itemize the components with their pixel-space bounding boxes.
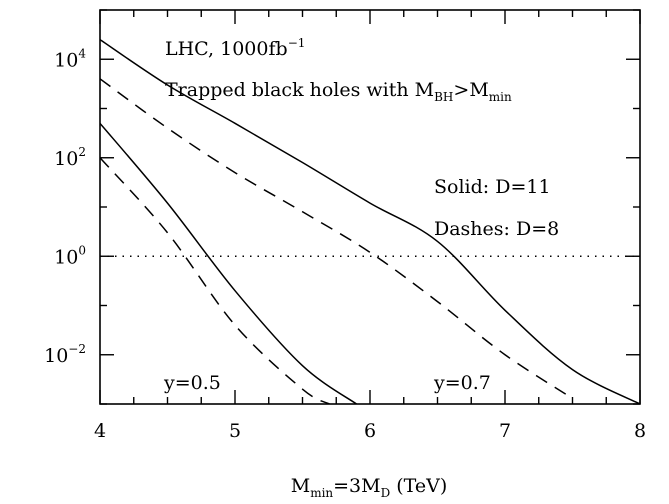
y-tick-label: 102 xyxy=(54,145,86,170)
x-tick-label: 4 xyxy=(94,420,106,442)
series-layer xyxy=(100,39,640,404)
x-axis-label: Mmin=3MD (TeV) xyxy=(291,475,448,500)
label-y07: y=0.7 xyxy=(433,372,491,394)
legend-solid: Solid: D=11 xyxy=(434,176,551,198)
series-d8-y05-dashed xyxy=(100,157,330,404)
axis-ticks xyxy=(99,9,641,405)
series-d11-y05-solid xyxy=(100,122,357,404)
x-tick-label: 7 xyxy=(499,420,511,442)
y-tick-label: 104 xyxy=(54,46,86,71)
tick-labels: 4 5 6 7 8 10−2 100 102 104 xyxy=(44,46,646,442)
x-tick-label: 5 xyxy=(229,420,241,442)
series-d11-y07-solid xyxy=(100,39,640,404)
annotation-trapped: Trapped black holes with MBH>Mmin xyxy=(165,79,512,104)
label-y05: y=0.5 xyxy=(163,372,221,394)
y-tick-label: 100 xyxy=(54,243,86,268)
y-tick-label: 10−2 xyxy=(44,342,86,367)
x-tick-label: 6 xyxy=(364,420,376,442)
x-tick-label: 8 xyxy=(634,420,646,442)
legend-dashes: Dashes: D=8 xyxy=(434,218,559,240)
annotation-lhc: LHC, 1000fb−1 xyxy=(165,36,305,60)
plot-frame xyxy=(99,9,641,405)
